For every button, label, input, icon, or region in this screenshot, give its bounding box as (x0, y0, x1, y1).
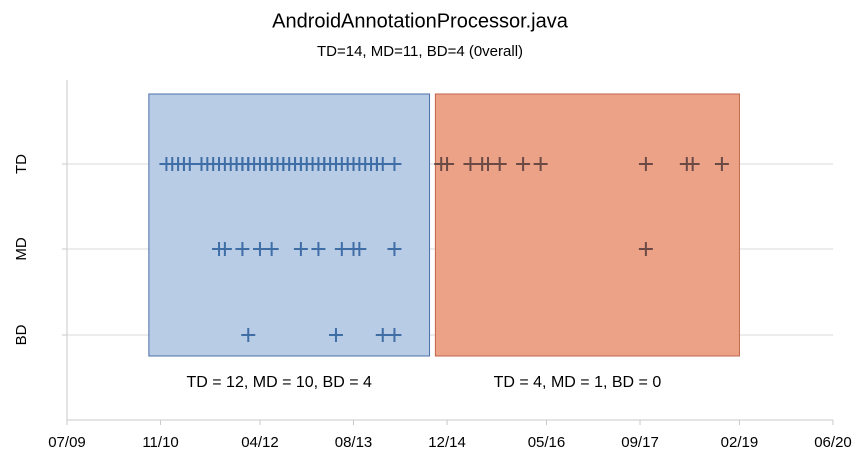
x-tick-label: 05/16 (528, 434, 566, 451)
point (638, 157, 653, 171)
x-tick-label: 09/17 (621, 434, 659, 451)
point (217, 242, 232, 256)
x-tick-label: 04/12 (241, 434, 279, 451)
x-tick-label: 07/09 (48, 434, 86, 451)
point (328, 328, 343, 342)
point (387, 242, 402, 256)
point (533, 157, 548, 171)
x-tick-label: 11/10 (142, 434, 178, 451)
region (434, 93, 740, 357)
point (714, 157, 729, 171)
x-tick-label: 02/19 (721, 434, 759, 451)
point (375, 328, 390, 342)
point (638, 242, 653, 256)
point (440, 157, 455, 171)
point (311, 242, 326, 256)
region (148, 93, 431, 357)
chart-title: AndroidAnnotationProcessor.java (272, 10, 569, 32)
x-tick-label: 06/20 (814, 434, 852, 451)
point (252, 242, 267, 256)
y-tick-label: TD (13, 154, 30, 174)
point (463, 157, 478, 171)
point (492, 157, 507, 171)
point (334, 242, 349, 256)
point (293, 242, 308, 256)
x-tick-label: 08/13 (335, 434, 373, 451)
point (182, 157, 197, 171)
point (375, 157, 390, 171)
point (685, 157, 700, 171)
x-tick-label: 12/14 (428, 434, 466, 451)
point (235, 242, 250, 256)
point (481, 157, 496, 171)
y-tick-label: MD (13, 237, 30, 260)
region-label: TD = 4, MD = 1, BD = 0 (494, 374, 662, 391)
y-tick-label: BD (13, 324, 30, 345)
point (516, 157, 531, 171)
point (352, 242, 367, 256)
chart-subtitle: TD=14, MD=11, BD=4 (0verall) (317, 43, 523, 60)
region-label: TD = 12, MD = 10, BD = 4 (186, 374, 372, 391)
point (387, 157, 402, 171)
point (241, 328, 256, 342)
point (264, 242, 279, 256)
point (387, 328, 402, 342)
